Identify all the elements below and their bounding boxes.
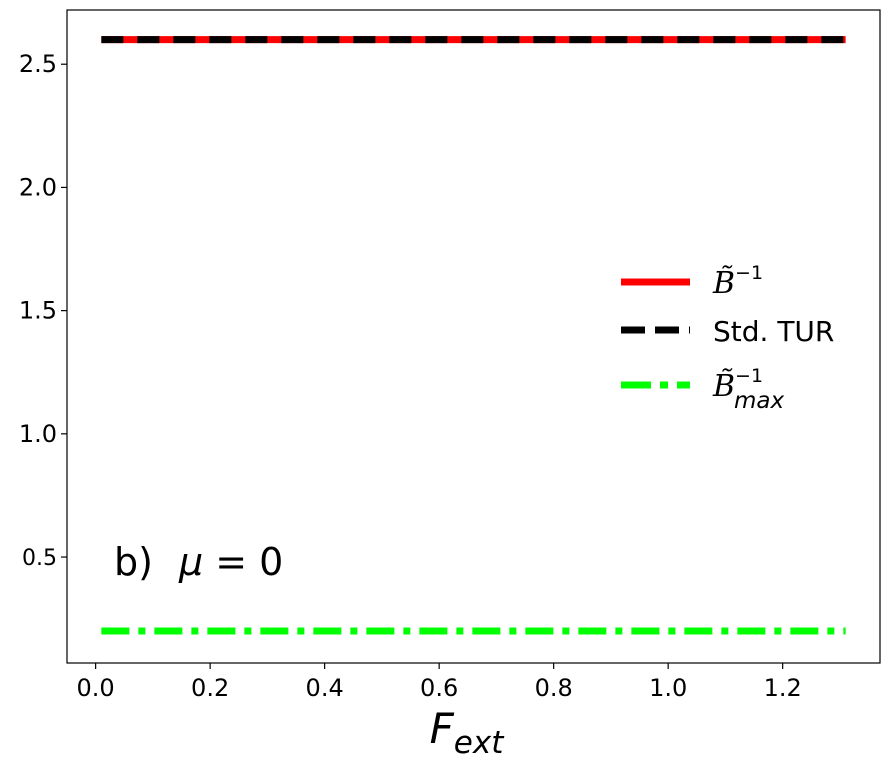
x-axis-title: Fext [430, 704, 506, 761]
legend-label-1: B̃−1 [712, 262, 763, 301]
x-axis-title-subscript: ext [454, 725, 505, 761]
y-tick-label: 1.5 [19, 297, 57, 325]
ticks-layer: 0.0 0.2 0.4 0.6 0.8 1.0 1.2 0.5 1.0 1.5 2.0 2.5 [19, 50, 802, 702]
legend-label-base: B̃ [712, 369, 735, 404]
x-tick-label: 0.4 [306, 674, 344, 702]
panel-label: b) [114, 540, 153, 584]
annotation-relation: = 0 [203, 540, 283, 584]
x-tick-label: 0.6 [420, 674, 458, 702]
x-tick-label: 1.2 [764, 674, 802, 702]
legend-label-subscript: max [734, 388, 784, 414]
y-tick-label: 2.0 [19, 173, 57, 201]
y-tick-label: 0.5 [22, 546, 57, 571]
x-tick-label: 1.0 [649, 674, 687, 702]
annotation-symbol: μ [178, 540, 203, 584]
panel-annotation: b) μ = 0 [114, 540, 283, 584]
x-tick-label: 0.8 [535, 674, 573, 702]
y-tick-label: 2.5 [19, 50, 57, 78]
plot-frame [66, 9, 881, 664]
legend-label-base: B̃ [712, 266, 735, 301]
x-tick-label: 0.0 [77, 674, 115, 702]
y-tick-label: 1.0 [19, 420, 57, 448]
legend-label-superscript: −1 [735, 262, 763, 284]
series-layer [101, 36, 846, 635]
x-axis-title-main: F [430, 704, 455, 753]
legend-label-3: B̃−1 max [712, 365, 784, 414]
legend-label-superscript: −1 [735, 365, 763, 387]
legend-label-2: Std. TUR [713, 315, 834, 348]
x-tick-label: 0.2 [191, 674, 229, 702]
